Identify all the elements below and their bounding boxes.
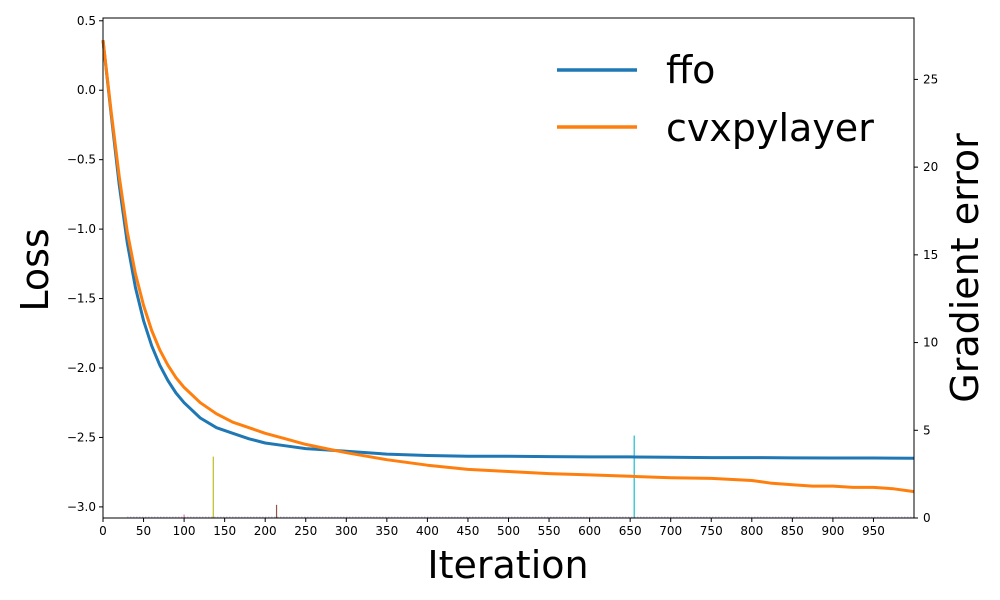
x-tick-label: 750 bbox=[700, 524, 723, 538]
y-tick-label: −2.0 bbox=[67, 361, 96, 375]
series-line-ffo bbox=[101, 40, 915, 460]
x-tick-label: 450 bbox=[456, 524, 479, 538]
x-tick-label: 600 bbox=[578, 524, 601, 538]
plot-frame bbox=[102, 17, 915, 519]
y-axis-label: Loss bbox=[13, 228, 57, 311]
legend-label-ffo: ffo bbox=[666, 48, 715, 92]
legend-label-cvxpylayer: cvxpylayer bbox=[666, 106, 874, 150]
series-line-cvxpylayer bbox=[101, 40, 915, 494]
x-tick-label: 350 bbox=[375, 524, 398, 538]
y-tick-label: −3.0 bbox=[67, 500, 96, 514]
y2-tick-label: 0 bbox=[923, 511, 931, 525]
y2-tick-label: 20 bbox=[923, 160, 938, 174]
x-axis-label: Iteration bbox=[427, 543, 588, 587]
x-tick-label: 0 bbox=[99, 524, 107, 538]
legend: ffo cvxpylayer bbox=[557, 48, 874, 150]
x-tick-label: 850 bbox=[781, 524, 804, 538]
x-tick-label: 900 bbox=[821, 524, 844, 538]
x-tick-label: 650 bbox=[619, 524, 642, 538]
y2-axis-ticks: 0 5 10 15 20 25 bbox=[914, 72, 938, 525]
x-tick-label: 500 bbox=[497, 524, 520, 538]
y-axis-ticks: 0.5 0.0 −0.5 −1.0 −1.5 −2.0 −2.5 −3.0 bbox=[67, 14, 103, 514]
y-tick-label: 0.5 bbox=[77, 14, 96, 28]
x-tick-label: 50 bbox=[136, 524, 151, 538]
y-tick-label: −1.5 bbox=[67, 292, 96, 306]
x-tick-label: 200 bbox=[254, 524, 277, 538]
x-tick-label: 700 bbox=[659, 524, 682, 538]
x-tick-label: 550 bbox=[538, 524, 561, 538]
x-tick-label: 950 bbox=[862, 524, 885, 538]
y2-axis-label: Gradient error bbox=[943, 133, 987, 403]
plot-area bbox=[101, 40, 915, 518]
x-tick-label: 250 bbox=[294, 524, 317, 538]
y2-tick-label: 5 bbox=[923, 423, 931, 437]
y-tick-label: −1.0 bbox=[67, 222, 96, 236]
y2-tick-label: 25 bbox=[923, 72, 938, 86]
y-tick-label: −0.5 bbox=[67, 153, 96, 167]
y-tick-label: −2.5 bbox=[67, 430, 96, 444]
y-tick-label: 0.0 bbox=[77, 83, 96, 97]
x-tick-label: 800 bbox=[740, 524, 763, 538]
x-tick-label: 400 bbox=[416, 524, 439, 538]
y2-tick-label: 10 bbox=[923, 336, 938, 350]
x-tick-label: 300 bbox=[335, 524, 358, 538]
x-tick-label: 100 bbox=[173, 524, 196, 538]
x-axis-ticks: 0 50 100 150 200 250 300 350 400 450 500 550 600 650 7… bbox=[99, 518, 885, 538]
y2-tick-label: 15 bbox=[923, 248, 938, 262]
x-tick-label: 150 bbox=[213, 524, 236, 538]
